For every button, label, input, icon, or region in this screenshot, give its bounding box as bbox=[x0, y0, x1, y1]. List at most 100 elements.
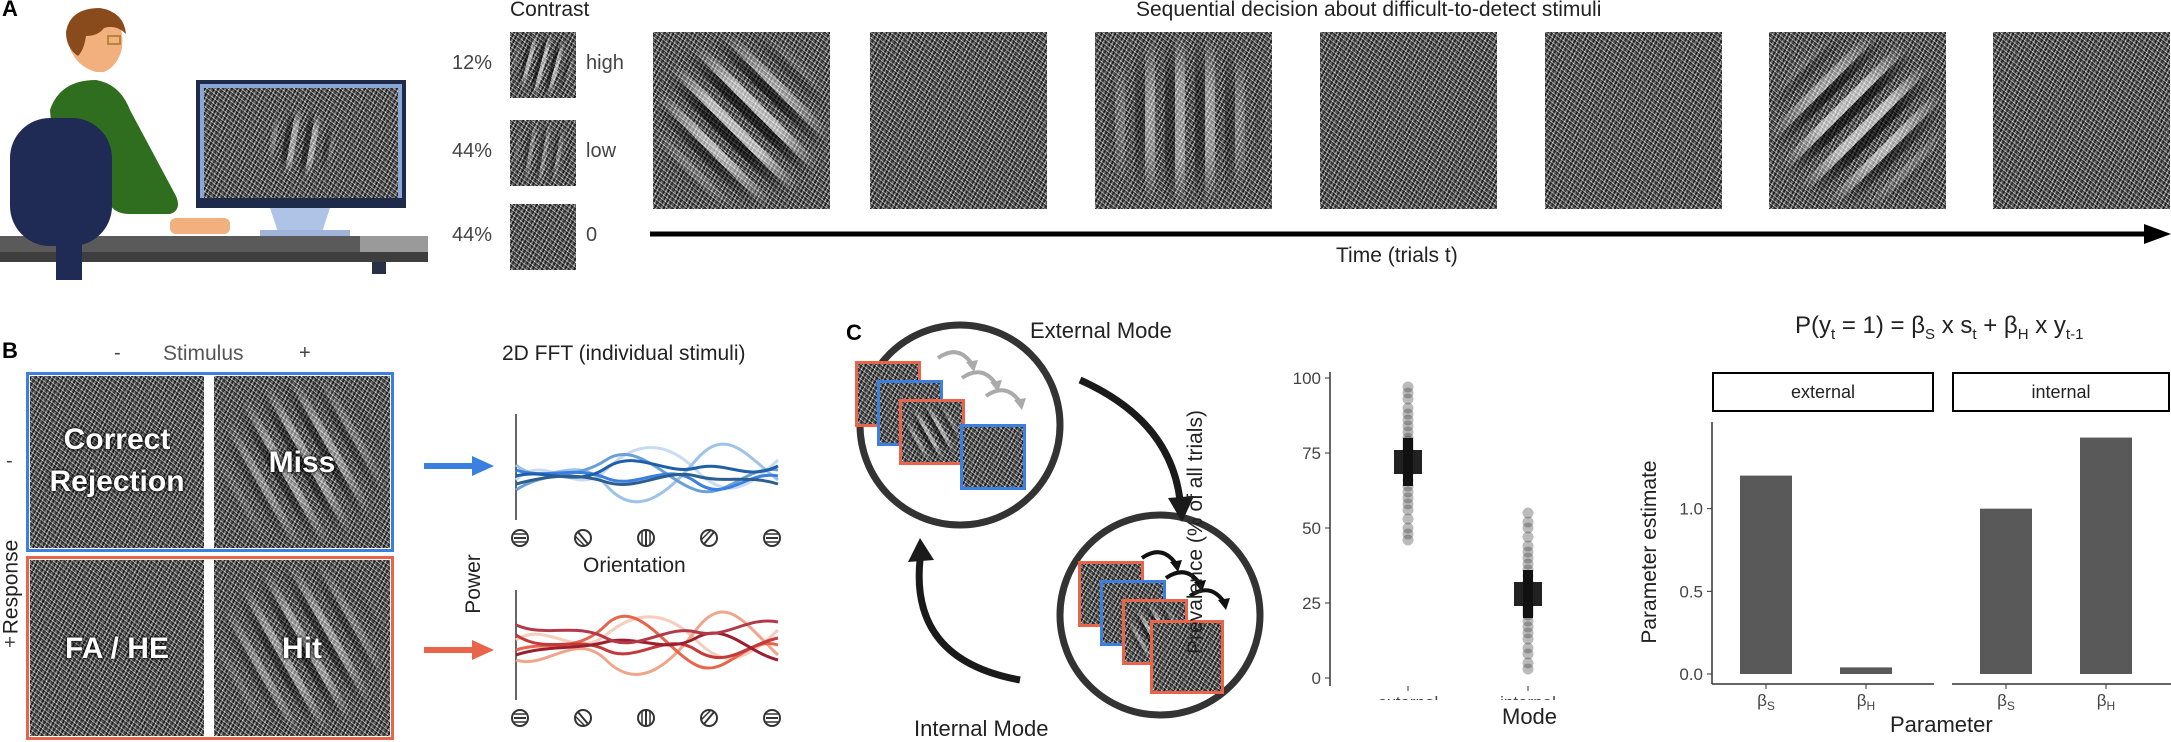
panel-label-a: A bbox=[2, 0, 18, 21]
sequence-stimulus-4 bbox=[1320, 32, 1497, 209]
external-stack-card-3 bbox=[899, 399, 965, 465]
param-x-tick-label: βH bbox=[2097, 691, 2115, 712]
prevalence-data-point bbox=[1522, 546, 1534, 558]
stimulus-axis-label: Stimulus bbox=[163, 342, 244, 365]
prevalence-data-point bbox=[1402, 402, 1414, 414]
prevalence-y-tick-label: 0 bbox=[1312, 669, 1321, 688]
prevalence-x-label: Mode bbox=[1502, 704, 1558, 729]
contrast-percent-zero: 44% bbox=[452, 224, 493, 246]
prevalence-y-tick-label: 50 bbox=[1302, 519, 1321, 538]
sequence-stimulus-7 bbox=[1993, 32, 2170, 209]
fa-he-label: FA / HE bbox=[65, 632, 169, 665]
prevalence-data-point bbox=[1402, 504, 1414, 516]
param-bar bbox=[2080, 437, 2132, 674]
prevalence-data-point bbox=[1402, 393, 1414, 405]
external-stack-card-4 bbox=[960, 424, 1026, 490]
mode-cycle-diagram bbox=[856, 321, 1264, 719]
prevalence-data-point bbox=[1402, 522, 1414, 534]
param-y-label: Parameter estimate bbox=[1638, 460, 1661, 644]
quadrant-correct-rejection bbox=[30, 376, 204, 548]
monitor-stimulus bbox=[204, 88, 398, 198]
prevalence-data-point bbox=[1522, 633, 1534, 645]
fft-title: 2D FFT (individual stimuli) bbox=[502, 342, 746, 365]
contrast-percent-high: 12% bbox=[452, 52, 493, 74]
sequence-stimulus-5 bbox=[1545, 32, 1722, 209]
internal-stack-arrows bbox=[1140, 550, 1230, 610]
contrast-level-zero: 0 bbox=[586, 224, 598, 246]
prevalence-data-point bbox=[1522, 642, 1534, 654]
prevalence-data-point bbox=[1522, 507, 1534, 519]
prevalence-y-tick-label: 75 bbox=[1302, 444, 1321, 463]
eq-sub-s: S bbox=[1925, 325, 1936, 343]
prevalence-data-point bbox=[1402, 513, 1414, 525]
param-bar bbox=[1740, 475, 1792, 674]
prevalence-data-point bbox=[1522, 552, 1534, 564]
prevalence-error-whisker bbox=[1523, 570, 1533, 618]
prevalence-data-point bbox=[1402, 408, 1414, 420]
eq-sub-t2: t bbox=[1972, 325, 1977, 343]
param-bar bbox=[1980, 508, 2032, 674]
panel-label-b: B bbox=[2, 338, 18, 363]
prevalence-data-point bbox=[1402, 528, 1414, 540]
miss-label: Miss bbox=[268, 446, 336, 479]
prevalence-y-tick-label: 25 bbox=[1302, 594, 1321, 613]
facet-strip-internal: internal bbox=[1952, 372, 2170, 412]
param-y-tick-label: 1.0 bbox=[1679, 500, 1703, 519]
prevalence-data-point bbox=[1402, 381, 1414, 393]
model-equation-title: P(yt = 1) = βS x st + βH x yt-1 bbox=[1795, 312, 2083, 343]
eq-part-xy: x y bbox=[2028, 312, 2066, 339]
eq-part-p: P(y bbox=[1795, 312, 1831, 339]
param-x-tick-label: βS bbox=[1997, 691, 2015, 712]
orientation-tick-icons-bottom bbox=[511, 709, 781, 727]
internal-stack-card-4 bbox=[1150, 620, 1224, 694]
stimulus-plus-label: + bbox=[299, 342, 311, 364]
param-y-tick-label: 0.0 bbox=[1679, 665, 1703, 684]
prevalence-data-point bbox=[1402, 426, 1414, 438]
eq-sub-tm1: t-1 bbox=[2065, 325, 2084, 343]
prevalence-data-point bbox=[1522, 657, 1534, 669]
correct-rejection-label: Correct Rejection bbox=[30, 419, 204, 503]
quadrant-hit bbox=[214, 560, 390, 736]
power-axis-label: Power bbox=[461, 554, 485, 614]
correct-rejection-line1: Correct bbox=[63, 423, 171, 456]
prevalence-data-point bbox=[1522, 558, 1534, 570]
prevalence-data-point bbox=[1402, 486, 1414, 498]
eq-part-plus: + β bbox=[1976, 312, 2018, 339]
param-y-tick-label: 0.5 bbox=[1679, 582, 1703, 601]
contrast-sample-low bbox=[510, 120, 576, 186]
prevalence-data-point bbox=[1402, 492, 1414, 504]
prevalence-data-point bbox=[1522, 540, 1534, 552]
panel-label-c: C bbox=[846, 320, 862, 345]
prevalence-x-tick-label: internal bbox=[1500, 693, 1556, 700]
prevalence-data-point bbox=[1402, 414, 1414, 426]
parameter-chart: 0.0 0.5 1.0 βS βH βS βH bbox=[1679, 422, 2171, 712]
prevalence-data-point bbox=[1522, 627, 1534, 639]
prevalence-data-point bbox=[1522, 516, 1534, 528]
prevalence-x-tick-label: external bbox=[1378, 693, 1438, 700]
prevalence-data-point bbox=[1402, 420, 1414, 432]
correct-rejection-line2: Rejection bbox=[49, 465, 185, 498]
contrast-level-low: low bbox=[586, 140, 617, 162]
sequence-stimulus-2 bbox=[870, 32, 1047, 209]
time-arrow bbox=[650, 224, 2171, 244]
param-x-tick-label: βH bbox=[1857, 691, 1875, 712]
prevalence-data-point bbox=[1522, 531, 1534, 543]
orientation-tick-icons-top bbox=[511, 529, 781, 547]
response-minus-label: - bbox=[6, 450, 13, 472]
contrast-title: Contrast bbox=[510, 0, 590, 21]
prevalence-y-label: Prevalence (% of all trials) bbox=[1184, 410, 1207, 654]
prevalence-chart: 0 25 50 75 100 external internal bbox=[1293, 369, 1556, 700]
prevalence-error-whisker bbox=[1403, 438, 1413, 486]
param-bar bbox=[1840, 667, 1892, 674]
prevalence-data-point bbox=[1522, 522, 1534, 534]
prevalence-data-point bbox=[1402, 534, 1414, 546]
stimulus-minus-label: - bbox=[114, 342, 121, 364]
prevalence-data-point bbox=[1402, 387, 1414, 399]
response-axis-label: Response bbox=[0, 539, 23, 635]
blue-arrow bbox=[424, 456, 494, 476]
contrast-sample-high bbox=[510, 32, 576, 98]
orientation-axis-label: Orientation bbox=[583, 554, 686, 577]
sequence-stimulus-1 bbox=[653, 32, 830, 209]
quadrant-fa-he bbox=[30, 560, 204, 736]
sequence-title: Sequential decision about difficult-to-d… bbox=[1136, 0, 1602, 21]
